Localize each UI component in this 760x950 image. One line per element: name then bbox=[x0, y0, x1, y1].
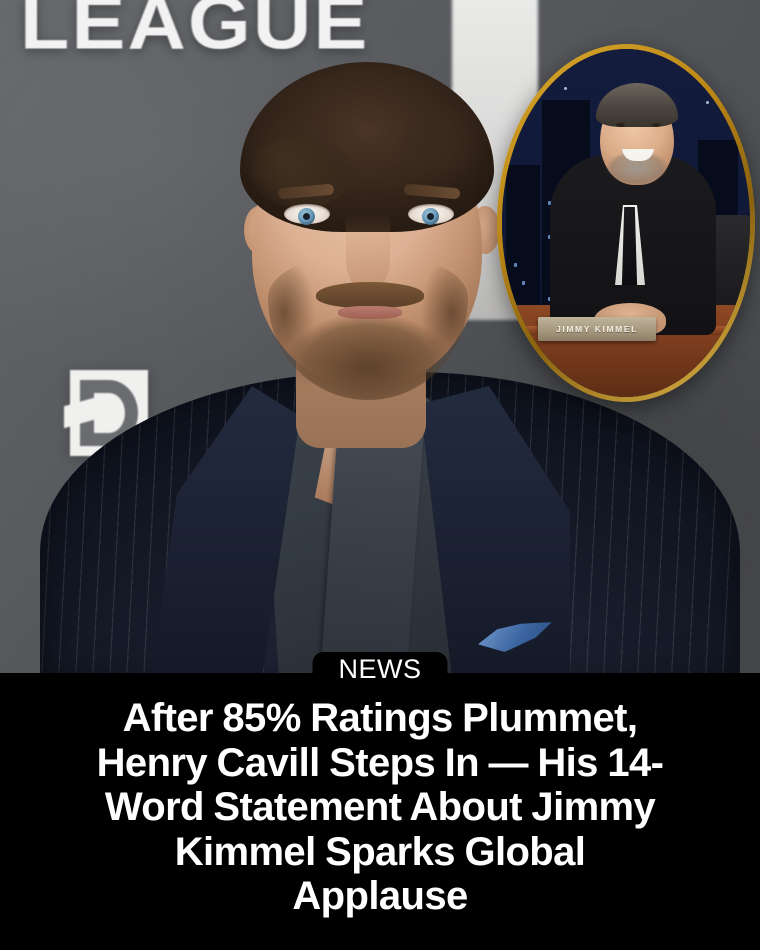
headline-line-2: Henry Cavill Steps In — His 14- bbox=[96, 740, 664, 785]
inset-subject-tie bbox=[621, 207, 638, 285]
subject-eye-right bbox=[408, 204, 454, 225]
inset-desk-nameplate: JIMMY KIMMEL bbox=[538, 317, 656, 341]
inset-subject-eye-left bbox=[616, 123, 625, 127]
hero-photo: LEAGUE DC VI bbox=[0, 0, 760, 675]
backdrop-league-wordmark: LEAGUE bbox=[20, 0, 370, 66]
inset-image-clip: JIMMY KIMMEL bbox=[502, 49, 750, 397]
news-category-badge[interactable]: NEWS bbox=[312, 652, 448, 685]
headline-text: After 85% Ratings Plummet, Henry Cavill … bbox=[0, 696, 760, 919]
inset-subject-smile bbox=[622, 149, 654, 162]
headline-banner: NEWS After 85% Ratings Plummet, Henry Ca… bbox=[0, 652, 760, 950]
headline-line-5: Applause bbox=[292, 874, 468, 919]
subject-moustache bbox=[316, 282, 424, 308]
inset-nameplate-text: JIMMY KIMMEL bbox=[556, 324, 638, 334]
inset-subject-eye-right bbox=[652, 123, 661, 127]
subject-nose bbox=[346, 214, 390, 290]
subject-eye-left bbox=[284, 204, 330, 225]
subject-lips bbox=[338, 306, 402, 319]
subject-henry-cavill bbox=[40, 62, 740, 675]
headline-line-1: After 85% Ratings Plummet, bbox=[122, 696, 638, 740]
headline-line-4: Kimmel Sparks Global bbox=[174, 829, 586, 874]
headline-line-3: Word Statement About Jimmy bbox=[104, 785, 656, 830]
news-badge-label: NEWS bbox=[338, 654, 422, 684]
subject-hair bbox=[240, 62, 494, 232]
inset-photo-jimmy-kimmel: JIMMY KIMMEL bbox=[497, 44, 755, 402]
